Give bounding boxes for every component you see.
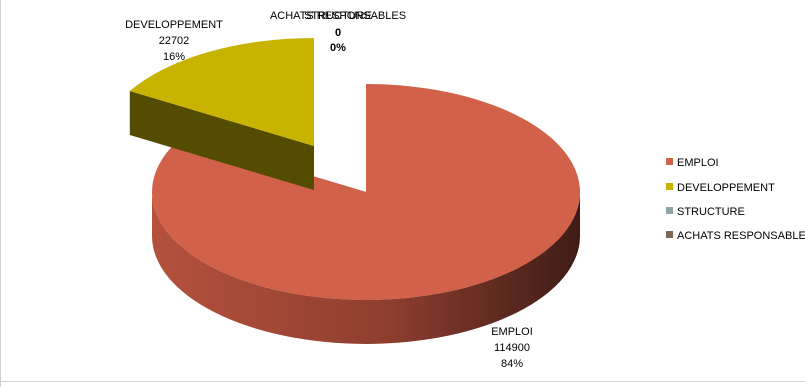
legend-label-developpement: DEVELOPPEMENT (677, 182, 775, 194)
data-label-emploi: EMPLOI 114900 84% (491, 326, 533, 370)
legend-swatch-emploi (666, 158, 673, 165)
legend-swatch-developpement (666, 183, 673, 190)
legend-label-structure: STRUCTURE (677, 206, 745, 218)
slice-developpement (129, 38, 314, 190)
data-label-developpement-name: DEVELOPPEMENT (125, 19, 223, 31)
slice-developpement-wall (129, 91, 314, 190)
legend-label-achats-responsables: ACHATS RESPONSABLES (677, 230, 805, 242)
data-label-overlap: ACHATS RESPONSABLES STRUCTURE 0 0% 0 0% (270, 10, 406, 54)
legend-swatch-achats-responsables (666, 231, 673, 238)
pie-slices (129, 38, 580, 344)
data-label-structure-percent: 0% (330, 42, 346, 54)
slice-emploi-top (151, 84, 580, 300)
legend-item-developpement: DEVELOPPEMENT (666, 182, 775, 194)
slice-developpement-top (129, 38, 314, 146)
legend-label-emploi: EMPLOI (677, 157, 719, 169)
legend-item-achats-responsables: ACHATS RESPONSABLES (666, 230, 805, 242)
data-label-achats-name: ACHATS RESPONSABLES (270, 10, 406, 22)
legend: EMPLOI DEVELOPPEMENT STRUCTURE ACHATS RE… (666, 157, 805, 242)
legend-swatch-structure (666, 207, 673, 214)
data-label-structure-name: STRUCTURE (304, 10, 372, 22)
data-label-developpement-value: 22702 (159, 35, 190, 47)
legend-item-structure: STRUCTURE (666, 206, 745, 218)
data-label-emploi-value: 114900 (494, 342, 530, 354)
slice-emploi-side (152, 192, 580, 344)
data-label-developpement: DEVELOPPEMENT 22702 16% (125, 19, 223, 63)
data-label-emploi-percent: 84% (501, 358, 523, 370)
data-label-achats-percent: 0% (330, 42, 346, 54)
legend-item-emploi: EMPLOI (666, 157, 719, 169)
data-label-developpement-percent: 16% (163, 51, 185, 63)
data-label-emploi-name: EMPLOI (491, 326, 533, 338)
data-label-achats-value: 0 (335, 27, 341, 39)
data-label-structure-value: 0 (335, 27, 341, 39)
